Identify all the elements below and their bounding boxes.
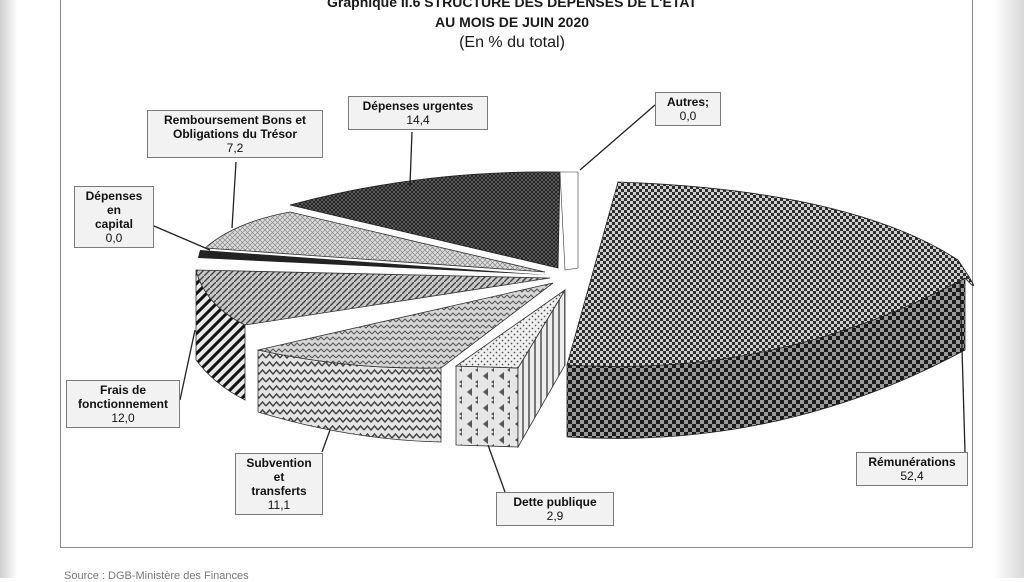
slice-depenses-capital (198, 250, 548, 275)
label-frais-value: 12,0 (111, 411, 135, 425)
slice-depenses-urgentes (289, 171, 561, 269)
label-frais-line1: Frais de (99, 383, 147, 397)
label-remunerations: Rémunérations 52,4 (856, 452, 968, 486)
chart-subtitle: (En % du total) (459, 34, 565, 51)
label-dette-name: Dette publique (513, 495, 597, 509)
label-dette-publique: Dette publique 2,9 (496, 492, 614, 526)
label-rembourse-line1: Remboursement Bons et (163, 113, 307, 127)
label-capital-line3: capital (94, 217, 133, 231)
label-capital-line1: Dépenses (85, 189, 143, 203)
slice-autres (559, 171, 579, 271)
slice-subvention-transferts (257, 282, 554, 369)
label-subvention-line3: transferts (251, 484, 307, 498)
leader-subvention (321, 429, 331, 453)
leader-urgentes (409, 131, 413, 186)
label-subvention-line2: et (273, 470, 285, 484)
label-urgentes-value: 14,4 (406, 113, 430, 127)
label-frais-fonctionnement: Frais de fonctionnement 12,0 (66, 380, 180, 428)
label-urgentes-name: Dépenses urgentes (362, 99, 474, 113)
label-rembourse-value: 7,2 (226, 141, 244, 155)
label-capital-line2: en (106, 203, 121, 217)
leader-capital (153, 225, 211, 251)
label-autres-name: Autres; (666, 95, 709, 109)
left-edge-shadow (0, 0, 18, 578)
label-subvention-transferts: Subvention et transferts 11,1 (235, 453, 323, 515)
label-subvention-line1: Subvention (246, 456, 312, 470)
label-remunerations-value: 52,4 (900, 469, 924, 483)
leader-autres (579, 104, 656, 171)
label-depenses-urgentes: Dépenses urgentes 14,4 (348, 96, 488, 130)
label-remunerations-name: Rémunérations (868, 455, 956, 469)
leader-rembourse (231, 161, 237, 229)
slice-side-dette-publique (455, 365, 519, 448)
leader-lines (153, 104, 966, 493)
label-dette-value: 2,9 (546, 509, 564, 523)
chart-frame (60, 0, 973, 548)
chart-title-line2: AU MOIS DE JUIN 2020 (434, 14, 590, 30)
label-rembourse-line2: Obligations du Trésor (172, 127, 297, 141)
leader-dette (487, 444, 506, 493)
pie-side-walls (195, 269, 966, 449)
label-frais-line2: fonctionnement (78, 397, 168, 411)
label-subvention-value: 11,1 (267, 498, 291, 512)
leader-remunerations (959, 279, 966, 453)
chart-title-line1: Graphique II.6 STRUCTURE DES DÉPENSES DE… (327, 0, 697, 10)
slice-remboursement (204, 211, 546, 273)
pie-top-faces (195, 171, 974, 369)
label-depenses-capital: Dépenses en capital 0,0 (74, 186, 154, 248)
slice-dette-publique (454, 289, 566, 369)
source-note: Source : DGB-Ministère des Finances (64, 570, 249, 582)
label-remboursement: Remboursement Bons et Obligations du Tré… (147, 110, 323, 158)
slice-frais-fonctionnement (195, 269, 551, 326)
label-autres-value: 0,0 (679, 109, 697, 123)
leader-frais (179, 329, 196, 401)
label-autres: Autres; 0,0 (655, 92, 721, 126)
label-capital-value: 0,0 (105, 231, 123, 245)
slice-remunerations (566, 181, 974, 367)
right-edge-shadow (994, 0, 1024, 578)
